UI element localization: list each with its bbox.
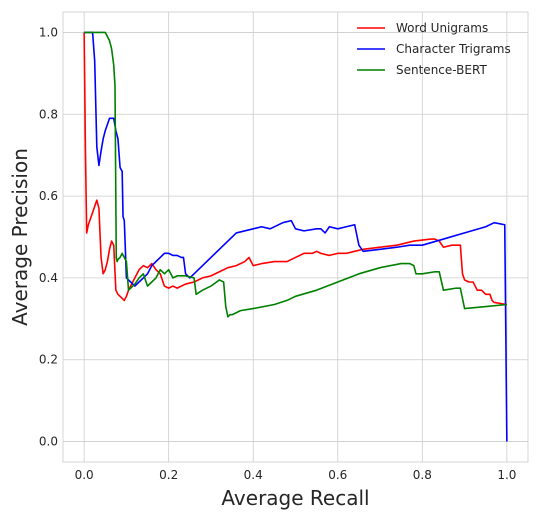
- y-tick-label: 0.8: [39, 107, 58, 121]
- x-tick-label: 0.0: [75, 468, 94, 482]
- y-tick-label: 0.0: [39, 435, 58, 449]
- series-line-0: [83, 32, 507, 306]
- x-tick-label: 1.0: [497, 468, 516, 482]
- y-tick-label: 0.4: [39, 271, 58, 285]
- legend-label-2: Sentence-BERT: [396, 63, 487, 77]
- series-line-2: [84, 31, 507, 318]
- tick-layer: 0.0 0.2 0.4 0.6 0.8 1.0 0.0 0.2 0.4 0.6 0.8 1.0: [39, 25, 517, 482]
- legend: Word Unigrams Character Trigrams Sentence-…: [357, 21, 511, 77]
- x-tick-label: 0.8: [413, 468, 432, 482]
- y-tick-label: 0.2: [39, 353, 58, 367]
- y-tick-label: 0.6: [39, 189, 58, 203]
- x-tick-label: 0.6: [328, 468, 347, 482]
- grid-layer: [63, 12, 528, 462]
- x-axis-label: Average Recall: [221, 486, 369, 510]
- x-tick-label: 0.2: [159, 468, 178, 482]
- series-line-1: [84, 31, 508, 442]
- legend-label-1: Character Trigrams: [396, 42, 511, 56]
- x-tick-label: 0.4: [244, 468, 263, 482]
- plot-frame: [62, 11, 529, 463]
- y-axis-label: Average Precision: [8, 148, 32, 326]
- y-tick-label: 1.0: [39, 25, 58, 39]
- series-layer: [83, 31, 508, 442]
- legend-label-0: Word Unigrams: [396, 21, 488, 35]
